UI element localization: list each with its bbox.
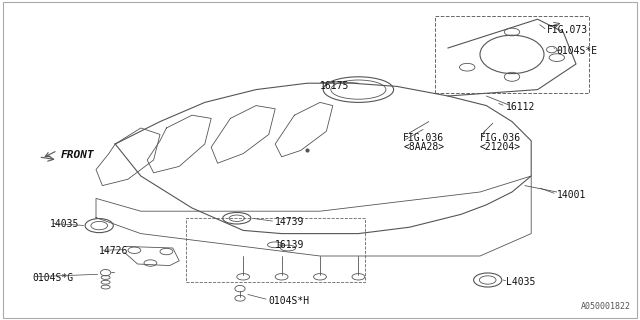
- Text: FIG.073: FIG.073: [547, 25, 588, 36]
- Text: 14001: 14001: [557, 190, 586, 200]
- Text: A050001822: A050001822: [580, 302, 630, 311]
- Text: 14726: 14726: [99, 246, 129, 256]
- Text: L4035: L4035: [506, 276, 535, 287]
- Text: FIG.036: FIG.036: [403, 132, 444, 143]
- Text: <21204>: <21204>: [480, 142, 521, 152]
- Text: <8AA28>: <8AA28>: [403, 142, 444, 152]
- Text: 16175: 16175: [320, 81, 349, 92]
- Text: 14739: 14739: [275, 217, 305, 228]
- Text: FIG.036: FIG.036: [480, 132, 521, 143]
- Text: 0104S*G: 0104S*G: [32, 273, 73, 283]
- Text: 16139: 16139: [275, 240, 305, 250]
- Bar: [186, 218, 365, 282]
- Text: 0104S*E: 0104S*E: [557, 46, 598, 56]
- Text: 0104S*H: 0104S*H: [269, 296, 310, 306]
- Text: 16112: 16112: [506, 102, 535, 112]
- Text: 14035: 14035: [50, 219, 79, 229]
- Text: FRONT: FRONT: [61, 150, 95, 160]
- FancyArrowPatch shape: [45, 152, 55, 156]
